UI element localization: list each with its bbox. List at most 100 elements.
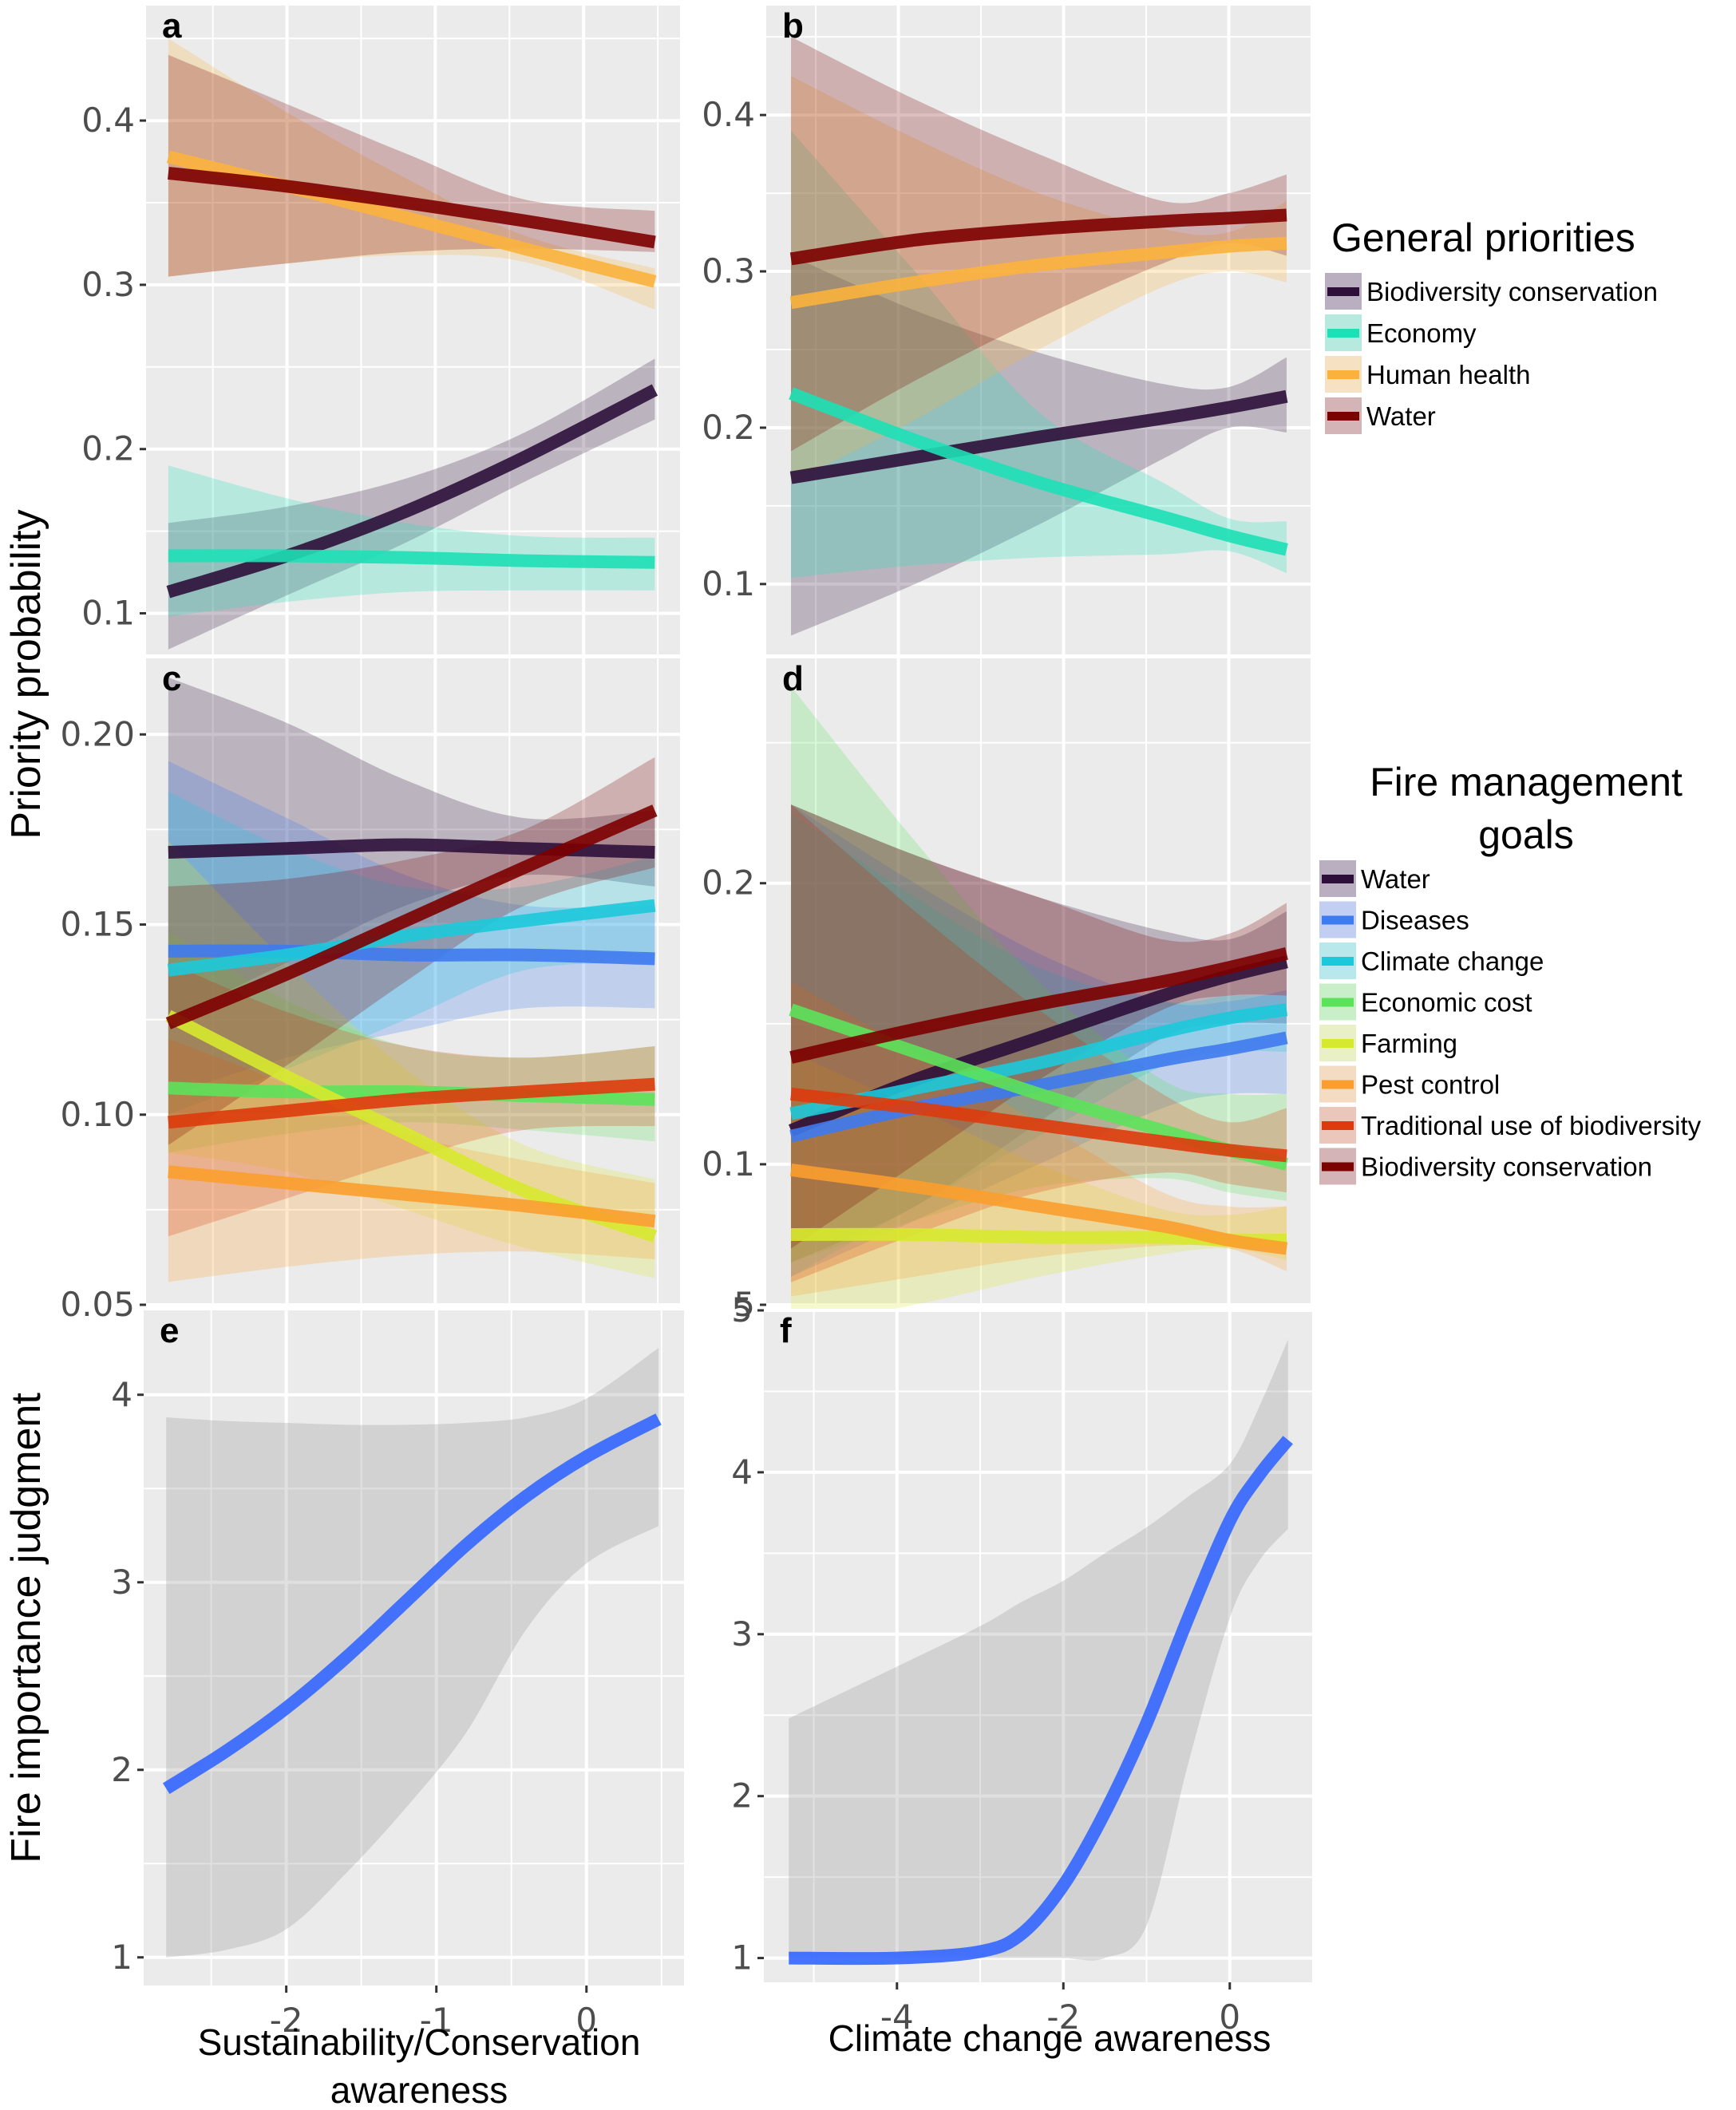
confidence-band-economy	[791, 130, 1287, 579]
legend-item: Water	[1319, 860, 1430, 897]
legend-item: Economy	[1325, 314, 1477, 351]
y-tick-label: 4	[111, 1375, 132, 1414]
panel-label: f	[780, 1311, 792, 1350]
y-axis-title-priority-probability: Priority probability	[3, 509, 49, 839]
x-tick-label: -4	[880, 1997, 914, 2037]
x-tick-label: 0	[575, 2001, 597, 2040]
series-line-traditional-use-of-biodiversity	[790, 1087, 1287, 1163]
y-tick-label: 3	[731, 1614, 753, 1654]
legend-key-line	[1322, 875, 1354, 883]
legend-key-line	[1322, 1162, 1354, 1172]
legend-key-line	[1322, 957, 1354, 966]
confidence-band-biodiversity-conservation	[791, 255, 1287, 636]
panel-background	[146, 6, 680, 654]
series-line-economy	[789, 387, 1288, 556]
series-line-fire-importance	[789, 1436, 1293, 1966]
panel-e: e 1 2 3 4 -2 -1 0	[111, 1310, 684, 2040]
series-line-pest-control	[789, 1164, 1288, 1255]
y-tick-label: 0.4	[81, 101, 135, 140]
y-tick-label: 4	[731, 1452, 753, 1492]
series-line-traditional-use-of-biodiversity	[168, 1077, 655, 1129]
y-tick-label: 5	[734, 1285, 755, 1324]
legend-key-line	[1327, 412, 1359, 421]
legend-label: Farming	[1361, 1029, 1457, 1058]
y-tick-label: 2	[111, 1750, 132, 1789]
y-tick-label: 0.1	[702, 1144, 755, 1183]
legend-item: Water	[1325, 397, 1436, 434]
panel-label: b	[782, 6, 804, 45]
legend-key-line	[1322, 1039, 1354, 1048]
legend-item: Pest control	[1319, 1065, 1500, 1103]
y-tick-label: 0.15	[60, 905, 135, 944]
legend-item: Human health	[1325, 356, 1530, 393]
series-line-human-health	[789, 236, 1287, 310]
y-tick-label: 3	[111, 1563, 132, 1602]
legend-label: Water	[1361, 864, 1430, 894]
series-line-economy	[168, 549, 655, 569]
legend-item: Biodiversity conservation	[1319, 1148, 1652, 1185]
x-tick-label: -2	[270, 2001, 303, 2040]
series-line-water	[789, 208, 1287, 266]
y-tick-label: 5	[731, 1290, 753, 1330]
y-tick-label: 0.3	[702, 251, 755, 290]
confidence-band-economic-cost	[791, 686, 1287, 1263]
x-tick-label: -2	[1046, 1997, 1080, 2037]
x-axis-title-left-line2: awareness	[330, 2069, 508, 2110]
legend-label: Pest control	[1361, 1070, 1500, 1100]
series-line-biodiversity-conservation	[789, 389, 1288, 484]
legend-label: Water	[1366, 401, 1436, 431]
legend-key-line	[1327, 329, 1359, 338]
legend-key-line	[1322, 915, 1354, 925]
confidence-band-biodiversity-conservation	[791, 804, 1287, 1249]
legend-label: Human health	[1366, 360, 1530, 389]
x-axis-title-right: Climate change awareness	[828, 2017, 1271, 2059]
legend-title-line2: goals	[1478, 812, 1574, 857]
y-tick-label: 1	[111, 1938, 132, 1977]
y-tick-label: 0.10	[60, 1095, 135, 1134]
confidence-band-fire-importance	[166, 1348, 659, 1958]
x-tick-label: 0	[1219, 1997, 1240, 2037]
panel-c: c 0.05 0.10 0.15 0.20	[60, 658, 680, 1324]
series-line-biodiversity-conservation	[789, 947, 1288, 1064]
confidence-band-pest-control	[791, 982, 1287, 1297]
legend-item: Farming	[1319, 1025, 1457, 1061]
legend-item: Biodiversity conservation	[1325, 273, 1658, 310]
panel-f: f 1 2 3 4 5 -4 -2 0	[731, 1290, 1314, 2037]
legend-item: Diseases	[1319, 901, 1469, 938]
series-line-diseases	[789, 1031, 1288, 1143]
y-tick-label: 0.2	[702, 408, 755, 447]
legend-key-line	[1327, 287, 1359, 296]
confidence-band-farming	[791, 1052, 1287, 1328]
legend-label: Climate change	[1361, 946, 1544, 976]
y-axis-title-fire-importance: Fire importance judgment	[3, 1393, 49, 1863]
confidence-band-pest-control	[168, 1038, 655, 1282]
series-line-climate-change	[167, 899, 656, 977]
legend-label: Economic cost	[1361, 988, 1532, 1017]
legend-general-priorities: General priorities Biodiversity conserva…	[1325, 215, 1658, 434]
legend-title: General priorities	[1331, 215, 1635, 260]
panel-background	[764, 1310, 1313, 1982]
y-tick-label: 0.05	[60, 1285, 135, 1324]
confidence-band-water	[791, 37, 1287, 452]
legend-item: Traditional use of biodiversity	[1319, 1107, 1702, 1144]
panel-label: a	[162, 6, 182, 45]
series-line-biodiversity-conservation	[165, 804, 658, 1029]
legend-label: Traditional use of biodiversity	[1361, 1111, 1702, 1140]
x-axis-title-left-line1: Sustainability/Conservation	[198, 2021, 641, 2063]
legend-key-line	[1322, 1121, 1354, 1130]
legend-key-line	[1327, 370, 1359, 379]
series-line-economic-cost	[168, 1081, 655, 1106]
confidence-band-human-health	[791, 76, 1287, 483]
series-line-diseases	[168, 944, 655, 966]
panel-b: b 0.1 0.2 0.3 0.4	[702, 6, 1312, 654]
confidence-band-human-health	[168, 38, 655, 310]
panel-a: a 0.1 0.2 0.3 0.4	[81, 6, 680, 654]
panel-label: e	[160, 1311, 179, 1350]
y-tick-label: 1	[731, 1938, 753, 1978]
legend-label: Biodiversity conservation	[1366, 277, 1658, 306]
panel-label: d	[782, 659, 804, 698]
y-tick-label: 0.4	[702, 95, 755, 134]
y-tick-label: 0.1	[81, 594, 135, 633]
series-line-fire-importance	[162, 1413, 662, 1795]
legend-title-line1: Fire management	[1370, 760, 1683, 804]
